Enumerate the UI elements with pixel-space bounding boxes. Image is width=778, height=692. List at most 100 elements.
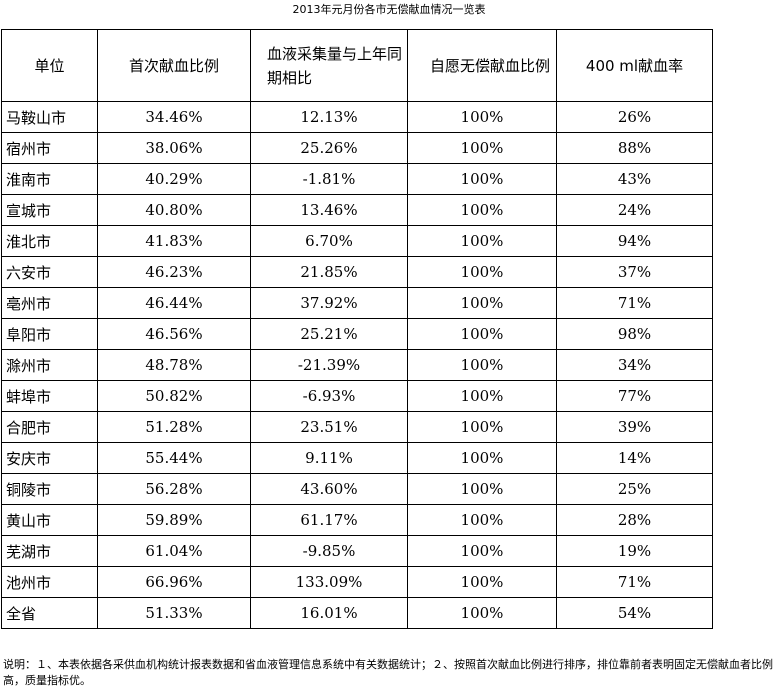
city-cell: 铜陵市 <box>1 473 98 505</box>
rate-400ml-cell: 88% <box>556 132 713 164</box>
table-row: 铜陵市 56.28% 43.60% 100% 25% <box>1 473 713 505</box>
voluntary-ratio-cell: 100% <box>407 411 557 443</box>
city-cell: 滁州市 <box>1 349 98 381</box>
table-row: 芜湖市 61.04% -9.85% 100% 19% <box>1 535 713 567</box>
first-donation-ratio-cell: 46.23% <box>97 256 251 288</box>
collection-yoy-cell: -1.81% <box>250 163 408 195</box>
table-row: 淮南市 40.29% -1.81% 100% 43% <box>1 163 713 195</box>
rate-400ml-cell: 54% <box>556 597 713 629</box>
rate-400ml-cell: 19% <box>556 535 713 567</box>
rate-400ml-cell: 14% <box>556 442 713 474</box>
voluntary-ratio-cell: 100% <box>407 597 557 629</box>
first-donation-ratio-cell: 51.28% <box>97 411 251 443</box>
city-cell: 淮南市 <box>1 163 98 195</box>
collection-yoy-cell: 43.60% <box>250 473 408 505</box>
rate-400ml-cell: 34% <box>556 349 713 381</box>
city-cell: 宿州市 <box>1 132 98 164</box>
first-donation-ratio-cell: 59.89% <box>97 504 251 536</box>
city-cell: 安庆市 <box>1 442 98 474</box>
voluntary-ratio-cell: 100% <box>407 566 557 598</box>
page-title: 2013年元月份各市无偿献血情况一览表 <box>292 3 486 16</box>
voluntary-ratio-cell: 100% <box>407 380 557 412</box>
city-cell: 阜阳市 <box>1 318 98 350</box>
voluntary-ratio-cell: 100% <box>407 473 557 505</box>
city-cell: 合肥市 <box>1 411 98 443</box>
first-donation-ratio-cell: 34.46% <box>97 101 251 133</box>
first-donation-ratio-cell: 46.44% <box>97 287 251 319</box>
rate-400ml-cell: 94% <box>556 225 713 257</box>
voluntary-ratio-cell: 100% <box>407 225 557 257</box>
table-row: 黄山市 59.89% 61.17% 100% 28% <box>1 504 713 536</box>
city-cell: 蚌埠市 <box>1 380 98 412</box>
first-donation-ratio-cell: 40.29% <box>97 163 251 195</box>
collection-yoy-cell: 133.09% <box>250 566 408 598</box>
collection-yoy-cell: 61.17% <box>250 504 408 536</box>
collection-yoy-cell: -21.39% <box>250 349 408 381</box>
collection-yoy-cell: 6.70% <box>250 225 408 257</box>
first-donation-ratio-cell: 61.04% <box>97 535 251 567</box>
voluntary-ratio-cell: 100% <box>407 163 557 195</box>
table-row: 宿州市 38.06% 25.26% 100% 88% <box>1 132 713 164</box>
collection-yoy-cell: 12.13% <box>250 101 408 133</box>
collection-yoy-cell: 37.92% <box>250 287 408 319</box>
blood-donation-table: 单位 首次献血比例 血液采集量与上年同期相比 自愿无偿献血比例 400 ml献血… <box>1 29 713 629</box>
rate-400ml-cell: 28% <box>556 504 713 536</box>
table-row: 滁州市 48.78% -21.39% 100% 34% <box>1 349 713 381</box>
table-row: 亳州市 46.44% 37.92% 100% 71% <box>1 287 713 319</box>
first-donation-ratio-cell: 56.28% <box>97 473 251 505</box>
city-cell: 芜湖市 <box>1 535 98 567</box>
city-cell: 黄山市 <box>1 504 98 536</box>
voluntary-ratio-cell: 100% <box>407 349 557 381</box>
collection-yoy-cell: 25.21% <box>250 318 408 350</box>
rate-400ml-cell: 71% <box>556 287 713 319</box>
header-voluntary-ratio: 自愿无偿献血比例 <box>407 29 557 102</box>
city-cell: 淮北市 <box>1 225 98 257</box>
collection-yoy-cell: 16.01% <box>250 597 408 629</box>
voluntary-ratio-cell: 100% <box>407 504 557 536</box>
rate-400ml-cell: 25% <box>556 473 713 505</box>
table-row: 马鞍山市 34.46% 12.13% 100% 26% <box>1 101 713 133</box>
first-donation-ratio-cell: 46.56% <box>97 318 251 350</box>
voluntary-ratio-cell: 100% <box>407 194 557 226</box>
rate-400ml-cell: 37% <box>556 256 713 288</box>
rate-400ml-cell: 77% <box>556 380 713 412</box>
city-cell: 池州市 <box>1 566 98 598</box>
rate-400ml-cell: 26% <box>556 101 713 133</box>
first-donation-ratio-cell: 50.82% <box>97 380 251 412</box>
header-unit: 单位 <box>1 29 98 102</box>
table-row: 蚌埠市 50.82% -6.93% 100% 77% <box>1 380 713 412</box>
first-donation-ratio-cell: 38.06% <box>97 132 251 164</box>
first-donation-ratio-cell: 41.83% <box>97 225 251 257</box>
collection-yoy-cell: 21.85% <box>250 256 408 288</box>
first-donation-ratio-cell: 51.33% <box>97 597 251 629</box>
header-first-donation-ratio: 首次献血比例 <box>97 29 251 102</box>
voluntary-ratio-cell: 100% <box>407 101 557 133</box>
header-400ml-rate: 400 ml献血率 <box>556 29 713 102</box>
city-cell: 宣城市 <box>1 194 98 226</box>
rate-400ml-cell: 43% <box>556 163 713 195</box>
table-row: 阜阳市 46.56% 25.21% 100% 98% <box>1 318 713 350</box>
collection-yoy-cell: 13.46% <box>250 194 408 226</box>
city-cell: 亳州市 <box>1 287 98 319</box>
footnote: 说明：１、本表依据各采供血机构统计报表数据和省血液管理信息系统中有关数据统计；２… <box>3 658 773 687</box>
city-cell: 马鞍山市 <box>1 101 98 133</box>
table-row: 安庆市 55.44% 9.11% 100% 14% <box>1 442 713 474</box>
collection-yoy-cell: 23.51% <box>250 411 408 443</box>
collection-yoy-cell: -9.85% <box>250 535 408 567</box>
city-cell: 全省 <box>1 597 98 629</box>
collection-yoy-cell: 9.11% <box>250 442 408 474</box>
collection-yoy-cell: 25.26% <box>250 132 408 164</box>
rate-400ml-cell: 98% <box>556 318 713 350</box>
collection-yoy-cell: -6.93% <box>250 380 408 412</box>
header-collection-yoy: 血液采集量与上年同期相比 <box>250 29 408 102</box>
table-row: 六安市 46.23% 21.85% 100% 37% <box>1 256 713 288</box>
first-donation-ratio-cell: 40.80% <box>97 194 251 226</box>
first-donation-ratio-cell: 66.96% <box>97 566 251 598</box>
rate-400ml-cell: 71% <box>556 566 713 598</box>
voluntary-ratio-cell: 100% <box>407 132 557 164</box>
table-header-row: 单位 首次献血比例 血液采集量与上年同期相比 自愿无偿献血比例 400 ml献血… <box>1 29 713 102</box>
voluntary-ratio-cell: 100% <box>407 318 557 350</box>
city-cell: 六安市 <box>1 256 98 288</box>
table-row: 池州市 66.96% 133.09% 100% 71% <box>1 566 713 598</box>
table-row: 淮北市 41.83% 6.70% 100% 94% <box>1 225 713 257</box>
